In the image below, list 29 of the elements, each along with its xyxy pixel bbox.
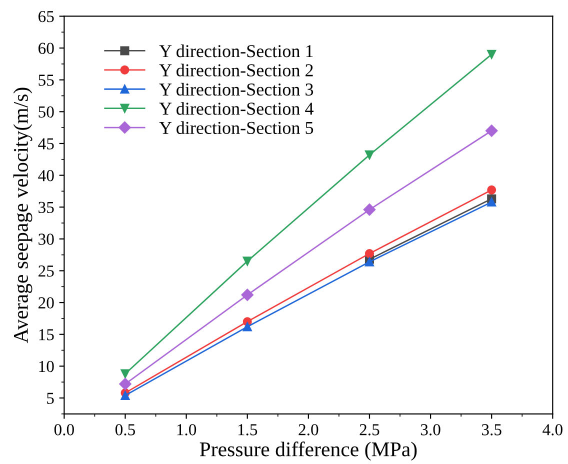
y-tick-label: 35 [38, 202, 54, 214]
y-tick-label: 40 [38, 170, 54, 182]
legend-label: Y direction-Section 3 [159, 82, 314, 96]
x-axis-title: Pressure difference (MPa) [200, 442, 417, 461]
y-tick-label: 20 [38, 297, 54, 308]
x-tick-label: 1.5 [238, 424, 258, 436]
x-tick-label: 0.0 [54, 424, 74, 436]
legend-label: Y direction-Section 4 [159, 102, 314, 115]
y-tick-label: 45 [38, 138, 54, 150]
y-tick-label: 30 [38, 234, 54, 245]
legend-label: Y direction-Section 5 [159, 121, 314, 134]
legend-label: Y direction-Section 1 [159, 44, 313, 58]
x-tick-label: 4.0 [542, 424, 562, 436]
x-tick-label: 3.0 [420, 424, 440, 436]
y-tick-label: 55 [38, 74, 54, 86]
y-tick-label: 25 [38, 265, 54, 277]
y-tick-label: 10 [39, 360, 54, 372]
y-tick-label: 60 [38, 42, 54, 54]
x-tick-label: 2.0 [298, 424, 318, 436]
y-tick-label: 65 [38, 10, 54, 22]
x-tick-label: 3.5 [482, 424, 502, 436]
x-tick-label: 0.5 [115, 424, 136, 436]
y-tick-label: 15 [39, 329, 54, 340]
y-tick-label: 50 [38, 106, 54, 118]
x-tick-label: 2.5 [360, 424, 380, 436]
legend-label: Y direction-Section 2 [159, 64, 313, 76]
y-axis-title: Average seepage velocity(m/s) [13, 88, 32, 344]
x-tick-label: 1.0 [177, 424, 196, 436]
y-tick-label: 5 [47, 392, 54, 404]
